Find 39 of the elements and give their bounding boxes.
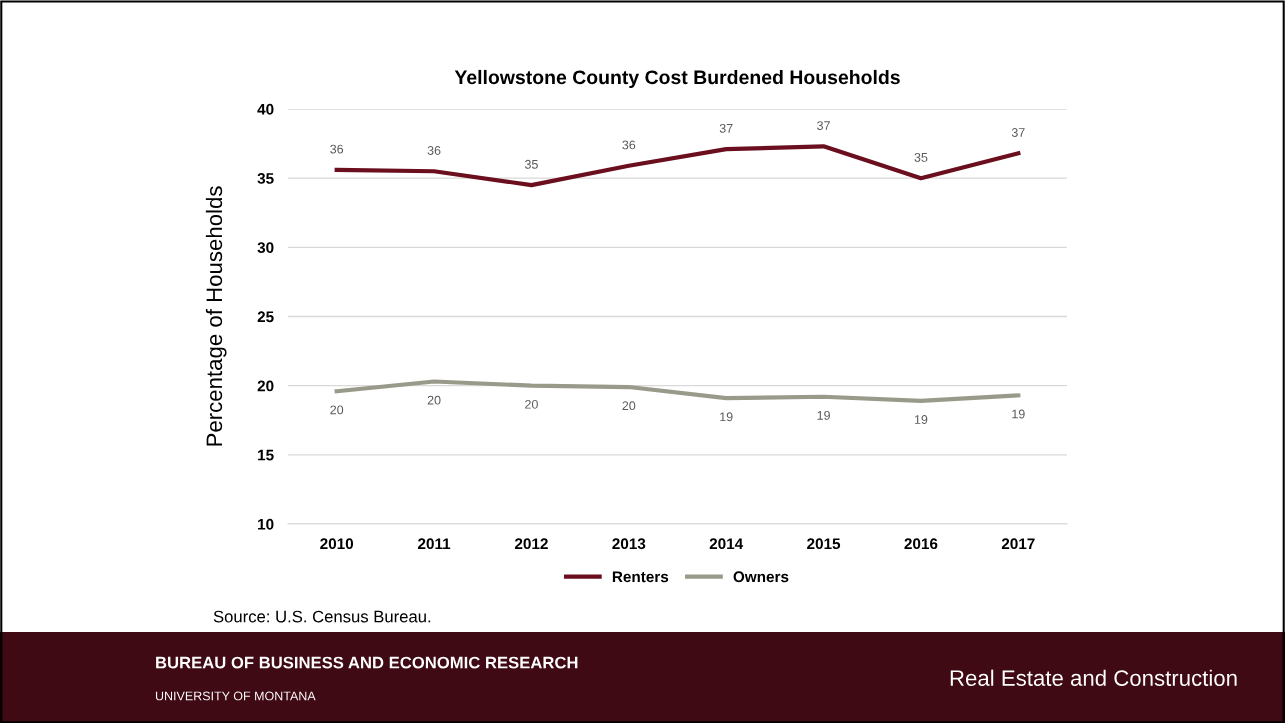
legend-label: Owners	[733, 571, 789, 583]
data-label: 19	[914, 415, 928, 424]
data-label: 37	[719, 123, 733, 133]
data-label: 36	[622, 140, 636, 150]
data-label: 19	[817, 410, 830, 420]
x-tick-label: 2016	[904, 538, 938, 550]
chart-title: Yellowstone County Cost Burdened Households	[454, 69, 900, 89]
x-tick-label: 2014	[709, 538, 744, 550]
y-tick-label: 15	[258, 449, 274, 461]
y-tick-label: 35	[257, 173, 274, 184]
data-label: 20	[622, 401, 636, 411]
data-label: 20	[330, 405, 344, 415]
x-tick-label: 2012	[514, 538, 548, 550]
x-tick-label: 2015	[807, 538, 841, 550]
y-tick-label: 30	[257, 242, 274, 254]
text: Real Estate and Construction	[950, 669, 1237, 686]
text: BUREAU OF BUSINESS AND ECONOMIC RESEARCH	[156, 656, 578, 669]
data-label: 37	[1011, 128, 1025, 137]
data-label: 19	[720, 412, 733, 422]
source-note: Source: U.S. Census Bureau.	[213, 610, 431, 623]
y-axis-title: Percentage of Households	[205, 186, 227, 446]
data-label: 36	[330, 144, 344, 154]
data-label: 35	[914, 152, 928, 162]
y-tick-label: 10	[258, 518, 274, 530]
data-label: 19	[1012, 409, 1025, 419]
y-tick-label: 20	[257, 380, 274, 392]
x-tick-label: 2017	[1001, 538, 1035, 550]
data-label: 36	[427, 146, 441, 155]
y-tick-label: 25	[257, 311, 274, 323]
data-label: 20	[525, 399, 538, 409]
data-label: 37	[817, 121, 830, 130]
x-tick-label: 2011	[418, 538, 451, 550]
data-label: 35	[524, 159, 538, 169]
x-tick-label: 2010	[320, 538, 354, 550]
text: UNIVERSITY OF MONTANA	[155, 691, 316, 701]
legend-label: Renters	[612, 571, 669, 583]
data-label: 20	[427, 395, 441, 405]
x-tick-label: 2013	[612, 538, 646, 550]
y-tick-label: 40	[257, 103, 274, 115]
